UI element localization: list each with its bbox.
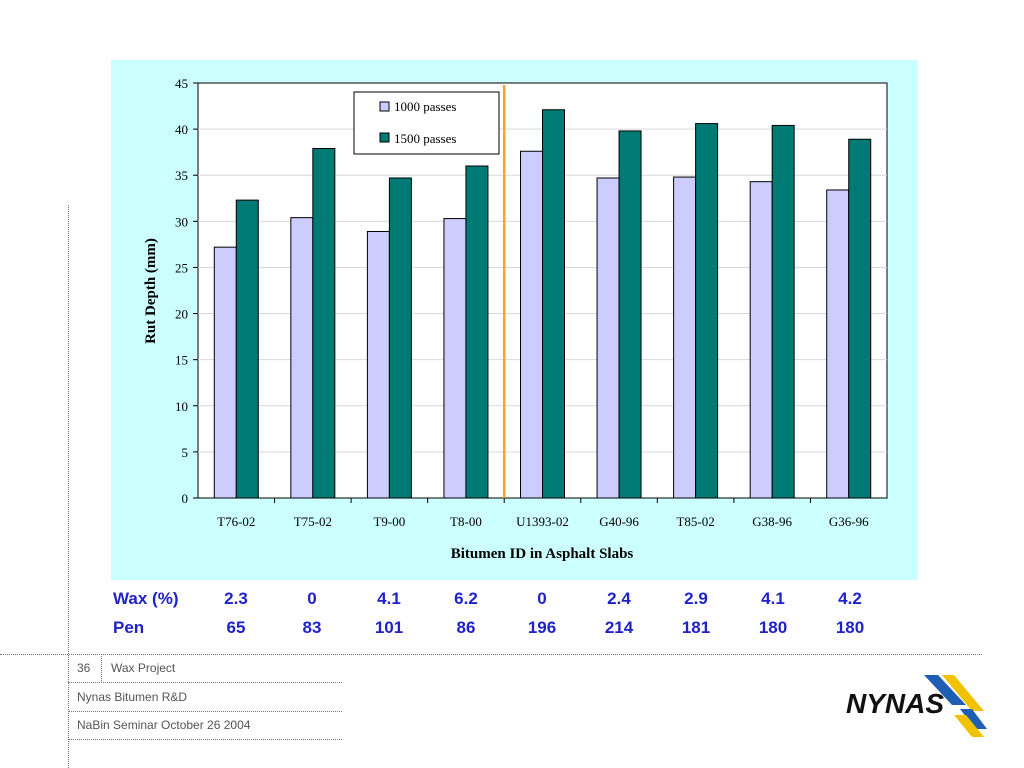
y-axis-title: Rut Depth (mm): [143, 238, 159, 344]
bar-1000-passes-t76-02: [213, 246, 237, 499]
pen-cell: 65: [226, 618, 246, 637]
footer-event: NaBin Seminar October 26 2004: [77, 718, 251, 732]
footer-department: Nynas Bitumen R&D: [77, 690, 188, 704]
pen-cell: 214: [604, 618, 634, 637]
x-tick-label: T8-00: [450, 514, 482, 529]
wax-cell: 2.9: [684, 589, 708, 608]
chart-panel: 0 5 10 15 20 25 30 35 40 45 T76-02 T75-02 T9-00 T8-00…: [111, 60, 918, 580]
y-tick-label: 5: [182, 445, 189, 460]
bar-1500-passes-t85-02: [695, 123, 719, 499]
bar-1500-passes-t76-02: [235, 199, 259, 499]
pen-cell: 83: [302, 618, 322, 637]
bar-1000-passes-g36-96: [826, 189, 850, 499]
footer-divider: [68, 682, 342, 683]
legend: 1000 passes 1500 passes: [353, 91, 500, 155]
y-tick-label: 40: [175, 122, 188, 137]
x-tick-label: T85-02: [676, 514, 714, 529]
slide-number-divider: [101, 656, 102, 681]
wax-cell: 0: [537, 589, 547, 608]
y-tick-label: 25: [175, 260, 188, 275]
x-tick-label: T76-02: [217, 514, 255, 529]
bar-1500-passes-u1393-02: [542, 109, 565, 499]
x-tick-label: G40-96: [599, 514, 639, 529]
footer-dotted-rule: [0, 654, 982, 655]
x-tick-label: U1393-02: [516, 514, 569, 529]
y-tick-label: 20: [175, 307, 188, 322]
y-tick-label: 30: [175, 214, 188, 229]
logo-stripe-blue: [924, 675, 966, 705]
pen-cell: 180: [835, 618, 865, 637]
x-axis-title: Bitumen ID in Asphalt Slabs: [451, 546, 634, 562]
wax-cell: 6.2: [454, 589, 478, 608]
wax-cell: 2.4: [607, 589, 631, 608]
pen-cell: 181: [681, 618, 711, 637]
bar-1000-passes-g38-96: [749, 181, 773, 499]
pen-row: Pen 65 83 101 86 196 214 181 180 180: [0, 618, 1024, 642]
x-tick-label: T9-00: [373, 514, 405, 529]
legend-swatch-1000-passes: [379, 101, 390, 112]
pen-cell: 196: [527, 618, 557, 637]
logo-wordmark: NYNAS: [846, 688, 944, 719]
wax-cell: 0: [307, 589, 317, 608]
logo-stripe-blue: [960, 709, 987, 729]
x-tick-label: G36-96: [829, 514, 869, 529]
rut-depth-bar-chart: 0 5 10 15 20 25 30 35 40 45 T76-02 T75-02 T9-00 T8-00…: [143, 76, 888, 562]
y-tick-label: 0: [182, 491, 189, 506]
wax-row-label: Wax (%): [113, 589, 179, 608]
logo-stripe-yellow: [954, 715, 984, 737]
y-tick-label: 10: [175, 399, 188, 414]
wax-cell: 4.2: [838, 589, 862, 608]
bar-1500-passes-g40-96: [618, 130, 642, 499]
bar-1000-passes-t8-00: [443, 218, 467, 499]
legend-box: [353, 91, 500, 155]
footer-divider: [68, 739, 342, 740]
y-tick-label: 35: [175, 168, 188, 183]
bar-1500-passes-t8-00: [465, 165, 489, 499]
bar-1000-passes-t85-02: [673, 176, 697, 499]
legend-label-1500-passes: 1500 passes: [394, 131, 456, 146]
bar-1500-passes-t75-02: [312, 147, 336, 499]
wax-cell: 2.3: [224, 589, 248, 608]
x-tick-label: T75-02: [294, 514, 332, 529]
legend-label-1000-passes: 1000 passes: [394, 99, 456, 114]
pen-row-label: Pen: [113, 618, 145, 637]
bars: [213, 109, 872, 499]
bar-1500-passes-g36-96: [848, 138, 872, 499]
footer-divider: [68, 711, 342, 712]
bar-1000-passes-t9-00: [366, 230, 390, 499]
nynas-logo: NYNAS: [846, 675, 987, 737]
legend-swatch-1500-passes: [379, 132, 390, 143]
pen-cell: 86: [456, 618, 476, 637]
pen-cell: 180: [758, 618, 788, 637]
logo-stripe-yellow: [942, 675, 984, 711]
bar-1500-passes-t9-00: [388, 177, 412, 499]
footer-project: Wax Project: [111, 661, 176, 675]
wax-cell: 4.1: [377, 589, 401, 608]
left-dotted-rule: [68, 205, 69, 768]
bar-1000-passes-g40-96: [596, 177, 620, 499]
bar-1000-passes-u1393-02: [520, 150, 543, 499]
bar-1500-passes-g38-96: [771, 124, 795, 499]
x-tick-label: G38-96: [752, 514, 792, 529]
y-tick-label: 15: [175, 353, 188, 368]
bar-1000-passes-t75-02: [290, 217, 314, 499]
wax-cell: 4.1: [761, 589, 785, 608]
y-tick-label: 45: [175, 76, 188, 91]
wax-row: Wax (%) 2.3 0 4.1 6.2 0 2.4 2.9 4.1 4.2: [0, 589, 1024, 613]
slide-number: 36: [77, 661, 91, 675]
pen-cell: 101: [374, 618, 404, 637]
axes: 0 5 10 15 20 25 30 35 40 45 T76-02 T75-02 T9-00 T8-00…: [175, 76, 869, 529]
